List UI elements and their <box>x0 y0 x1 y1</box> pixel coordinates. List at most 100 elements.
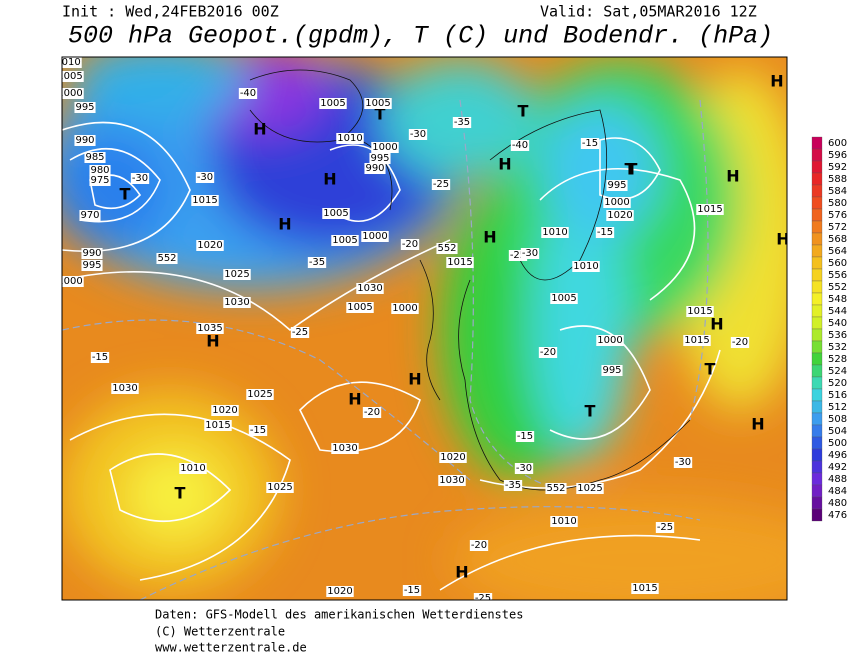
label-box <box>391 303 419 314</box>
pressure-center: H <box>348 390 361 409</box>
label-box <box>545 483 567 494</box>
label-box <box>371 142 399 153</box>
legend-label: 592 <box>828 162 847 173</box>
contour-label: -20 <box>540 347 556 358</box>
legend-swatch <box>811 364 823 378</box>
label-box <box>84 152 106 163</box>
contour-label: 1005 <box>320 98 345 109</box>
label-box <box>62 71 84 82</box>
contour-label: 1005 <box>57 71 82 82</box>
label-box <box>515 431 535 442</box>
contour-label: 1020 <box>212 405 237 416</box>
legend-label: 532 <box>828 342 847 353</box>
pressure-center: H <box>498 155 511 174</box>
legend-swatch <box>811 388 823 402</box>
legend-swatch <box>811 508 823 522</box>
contour-label: -25 <box>510 250 526 261</box>
contour-label: -15 <box>582 138 598 149</box>
pressure-center: H <box>408 370 421 389</box>
pressure-center: H <box>455 563 468 582</box>
label-box <box>322 208 350 219</box>
init-time: Init : Wed,24FEB2016 00Z <box>62 3 279 21</box>
contour-label: 1005 <box>332 235 357 246</box>
label-box <box>248 425 268 436</box>
coastlines <box>249 69 691 491</box>
label-box <box>503 480 523 491</box>
contour-label: 1025 <box>577 483 602 494</box>
label-box <box>510 140 530 151</box>
pressure-center: H <box>323 170 336 189</box>
label-box <box>130 173 150 184</box>
label-box <box>326 586 354 597</box>
contour-label: 552 <box>157 253 176 264</box>
label-box <box>74 135 96 146</box>
contour-label: 552 <box>437 243 456 254</box>
legend-label: 508 <box>828 414 847 425</box>
contour-label: -35 <box>454 117 470 128</box>
contour-label: -40 <box>512 140 528 151</box>
contour-label: -15 <box>597 227 613 238</box>
legend-label: 516 <box>828 390 847 401</box>
pressure-center: H <box>776 230 789 249</box>
pressure-center: T <box>120 185 131 204</box>
contour-label: 1015 <box>632 583 657 594</box>
contour-label: 1005 <box>365 98 390 109</box>
legend-label: 528 <box>828 354 847 365</box>
label-box <box>730 337 750 348</box>
legend-swatch <box>811 340 823 354</box>
contour-label: 1015 <box>687 306 712 317</box>
label-box <box>211 405 239 416</box>
pressure-center: H <box>206 332 219 351</box>
pressure-center: H <box>483 228 496 247</box>
label-box <box>655 522 675 533</box>
map-labels: HHHTHTHHHHHTTTHTHTHHHT101010051000995990… <box>55 57 789 600</box>
label-box <box>402 585 422 596</box>
legend-swatch <box>811 436 823 450</box>
contour-label: 1000 <box>57 88 82 99</box>
label-box <box>74 102 96 113</box>
label-box <box>446 257 474 268</box>
label-box <box>331 235 359 246</box>
legend-label: 536 <box>828 330 847 341</box>
label-box <box>89 165 111 176</box>
contour-label: 1020 <box>197 240 222 251</box>
contour-label: -30 <box>522 248 538 259</box>
label-box <box>572 261 600 272</box>
legend-swatch <box>811 256 823 270</box>
contour-label: 1005 <box>551 293 576 304</box>
label-box <box>79 210 101 221</box>
label-box <box>111 383 139 394</box>
label-box <box>364 163 386 174</box>
label-box <box>362 407 382 418</box>
legend-label: 524 <box>828 366 847 377</box>
legend-swatch <box>811 412 823 426</box>
label-box <box>576 483 604 494</box>
legend-swatch <box>811 172 823 186</box>
legend-swatch <box>811 160 823 174</box>
contour-label: 1020 <box>327 586 352 597</box>
contour-label: -25 <box>292 327 308 338</box>
legend-label: 476 <box>828 510 847 521</box>
legend-label: 576 <box>828 210 847 221</box>
legend-swatch <box>811 316 823 330</box>
contour-label: 1025 <box>267 482 292 493</box>
contour-label: 985 <box>85 152 104 163</box>
contour-label: -35 <box>309 257 325 268</box>
legend-label: 564 <box>828 246 847 257</box>
label-box <box>223 269 251 280</box>
contour-label: 990 <box>82 248 101 259</box>
label-box <box>196 240 224 251</box>
legend-swatch <box>811 136 823 150</box>
label-box <box>223 297 251 308</box>
contour-label: -30 <box>516 463 532 474</box>
legend-label: 520 <box>828 378 847 389</box>
legend-swatch <box>811 184 823 198</box>
legend-swatch <box>811 220 823 234</box>
contour-label: 1010 <box>55 57 80 68</box>
legend-label: 488 <box>828 474 847 485</box>
contour-label: -40 <box>240 88 256 99</box>
label-box <box>266 482 294 493</box>
contour-label: -20 <box>471 540 487 551</box>
label-box <box>686 306 714 317</box>
label-box <box>514 463 534 474</box>
